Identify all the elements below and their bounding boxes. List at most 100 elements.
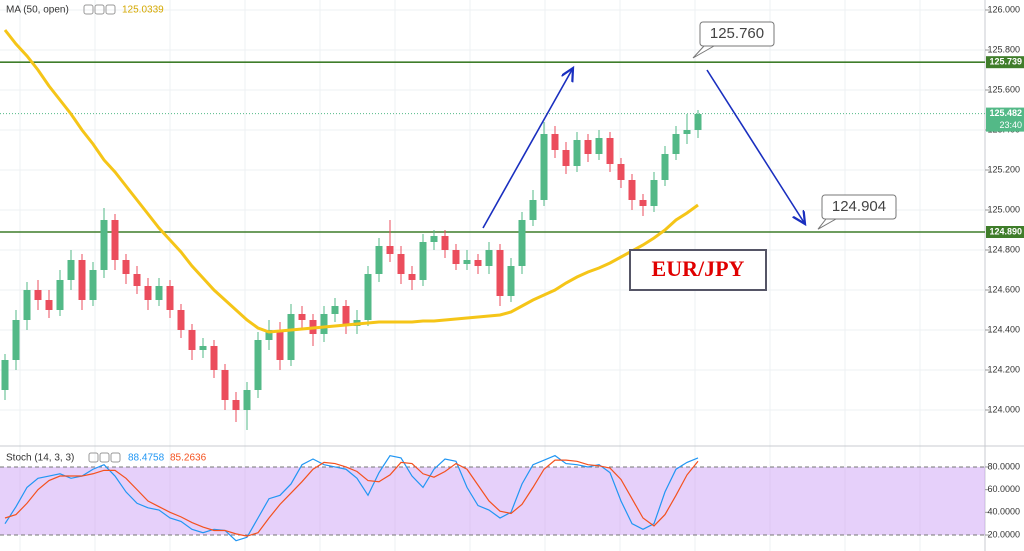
y-tick-label: 124.000 — [987, 404, 1020, 414]
countdown: 23:40 — [999, 120, 1022, 130]
candle-body — [584, 140, 592, 154]
legend-icon — [94, 4, 105, 15]
candle-body — [386, 246, 394, 254]
last-price-box — [986, 107, 1024, 132]
stoch-k-value: 88.4758 — [128, 453, 165, 464]
y-tick-label: 125.000 — [987, 204, 1020, 214]
candle-body — [408, 274, 416, 280]
candle-body — [529, 200, 537, 220]
y-tick-label: 124.200 — [987, 364, 1020, 374]
legend-icon — [105, 4, 116, 15]
y-tick-label: 124.800 — [987, 244, 1020, 254]
callout-label: 124.904 — [832, 198, 886, 215]
candle-body — [375, 246, 383, 274]
candle-body — [166, 286, 174, 310]
candle-body — [331, 306, 339, 314]
stoch-tick-label: 40.0000 — [987, 507, 1020, 517]
candle-body — [507, 266, 515, 296]
candle-body — [683, 130, 691, 134]
candle-body — [540, 134, 548, 200]
ma-legend-value: 125.0339 — [122, 5, 164, 16]
title-box — [629, 249, 767, 291]
ma-line — [3, 29, 699, 334]
candle-body — [144, 286, 152, 300]
candle-body — [573, 140, 581, 166]
level-label: 125.739 — [989, 57, 1022, 67]
level-label-box — [986, 226, 1024, 238]
candle-body — [364, 274, 372, 320]
callout-box — [699, 21, 775, 47]
stoch-tick-label: 60.0000 — [987, 484, 1020, 494]
candle-body — [133, 274, 141, 286]
candle-body — [342, 306, 350, 326]
level-label-box — [986, 56, 1024, 69]
candle-body — [694, 114, 702, 130]
y-tick-label: 125.800 — [987, 44, 1020, 54]
candle-body — [67, 260, 75, 280]
candle-body — [606, 138, 614, 164]
candle-body — [485, 250, 493, 266]
candle-body — [177, 310, 185, 330]
stoch-line — [4, 454, 699, 542]
y-tick-label: 125.600 — [987, 84, 1020, 94]
candle-body — [650, 180, 658, 206]
candle-body — [89, 270, 97, 300]
candle-body — [155, 286, 163, 300]
stoch-band — [0, 466, 985, 536]
stoch-tick-label: 80.0000 — [987, 461, 1020, 471]
ma-legend-name: MA (50, open) — [6, 5, 69, 16]
candle-body — [419, 242, 427, 280]
candle-body — [661, 154, 669, 180]
candle-body — [628, 180, 636, 200]
candle-body — [210, 346, 218, 370]
y-tick-label: 126.000 — [987, 4, 1020, 14]
candle-body — [496, 250, 504, 296]
candle-body — [232, 400, 240, 410]
candle-body — [617, 164, 625, 180]
candle-body — [320, 314, 328, 334]
last-price-label: 125.482 — [989, 108, 1022, 118]
candle-body — [287, 314, 295, 360]
y-tick-label: 125.200 — [987, 164, 1020, 174]
candle-body — [100, 220, 108, 270]
candle-body — [672, 134, 680, 154]
candle-body — [122, 260, 130, 274]
legend-icon — [88, 452, 99, 463]
stoch-legend-name: Stoch (14, 3, 3) — [6, 453, 74, 464]
candle-body — [639, 200, 647, 206]
candle-body — [78, 260, 86, 300]
candle-body — [276, 330, 284, 360]
callout-pointer — [817, 218, 837, 230]
candle-body — [34, 290, 42, 300]
callout-label: 125.760 — [710, 25, 764, 42]
candle-body — [199, 346, 207, 350]
y-tick-label: 124.600 — [987, 284, 1020, 294]
candle-body — [188, 330, 196, 350]
candle-body — [397, 254, 405, 274]
arrow — [706, 69, 805, 224]
callout-pointer — [692, 45, 715, 59]
legend-icon — [99, 452, 110, 463]
candle-body — [243, 390, 251, 410]
candle-body — [254, 340, 262, 390]
candle-body — [45, 300, 53, 310]
candle-body — [111, 220, 119, 260]
callout-box — [821, 194, 897, 220]
candle-body — [441, 236, 449, 250]
candle-body — [56, 280, 64, 310]
candle-body — [562, 150, 570, 166]
candle-body — [595, 138, 603, 154]
candle-body — [265, 330, 273, 340]
candle-body — [452, 250, 460, 264]
candle-body — [463, 260, 471, 264]
candle-body — [23, 290, 31, 320]
candle-body — [551, 134, 559, 150]
candle-body — [12, 320, 20, 360]
stoch-tick-label: 20.0000 — [987, 529, 1020, 539]
arrow — [482, 68, 573, 229]
candle-body — [518, 220, 526, 266]
legend-icon — [83, 4, 94, 15]
candle-body — [474, 260, 482, 266]
candle-body — [1, 360, 9, 390]
candle-body — [298, 314, 306, 320]
